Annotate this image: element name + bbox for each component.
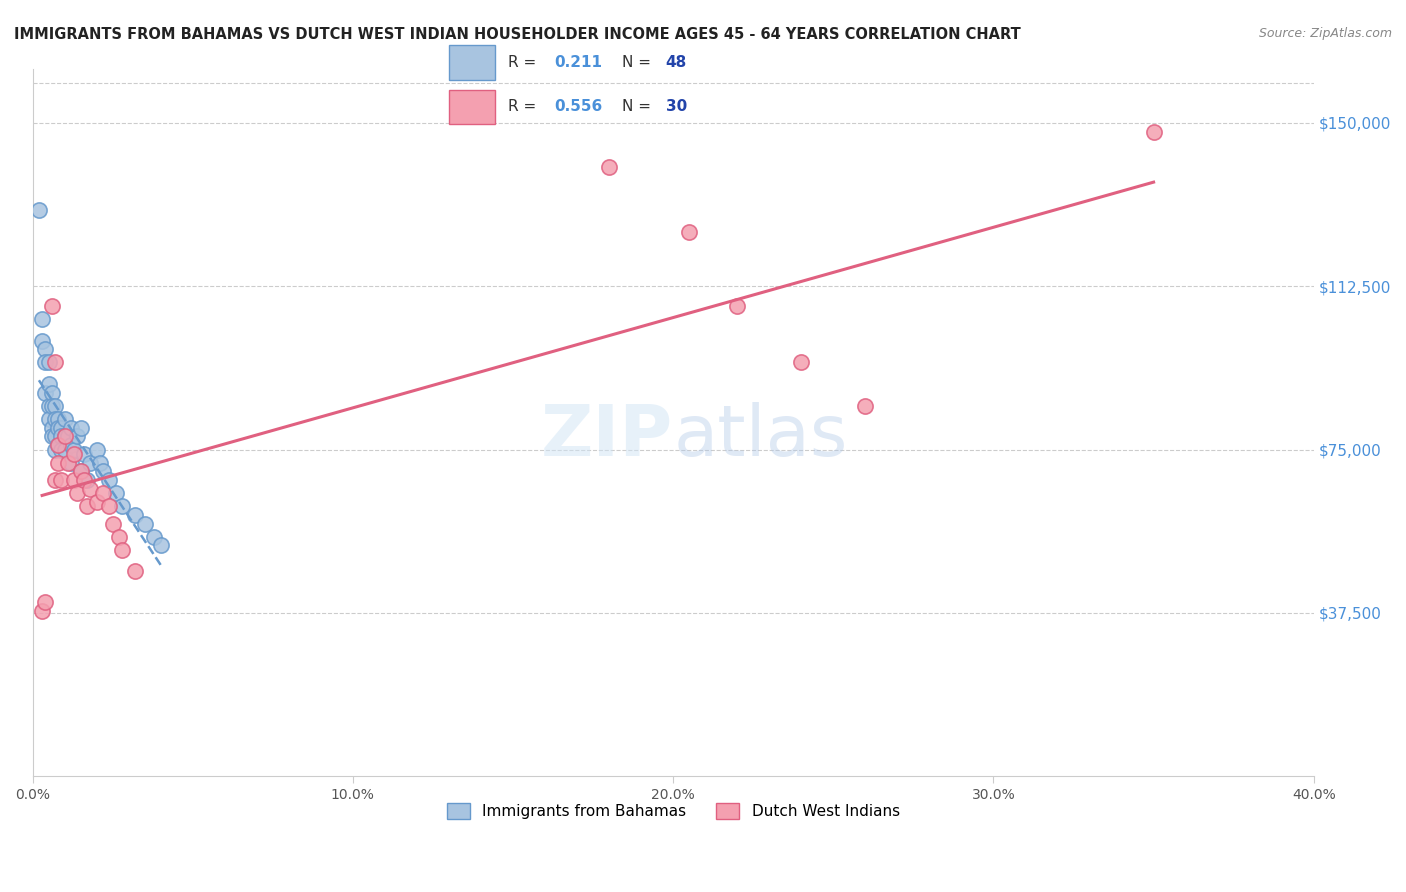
Point xyxy=(69,421,91,435)
Point xyxy=(111,499,134,513)
Point xyxy=(31,334,53,348)
Point xyxy=(89,456,111,470)
Point xyxy=(38,355,60,369)
Point xyxy=(38,399,60,413)
Text: 0.556: 0.556 xyxy=(554,99,603,114)
Point xyxy=(104,486,127,500)
Point xyxy=(31,312,53,326)
Point xyxy=(790,355,813,369)
Point xyxy=(46,438,69,452)
Point xyxy=(34,343,56,357)
Point xyxy=(79,482,101,496)
Point xyxy=(56,429,79,443)
Point xyxy=(76,473,98,487)
Point xyxy=(41,386,63,401)
Point xyxy=(44,355,66,369)
Point xyxy=(124,565,146,579)
Text: 30: 30 xyxy=(665,99,688,114)
Point xyxy=(44,442,66,457)
Point xyxy=(63,447,86,461)
Point xyxy=(44,399,66,413)
Point xyxy=(1142,125,1164,139)
Point xyxy=(69,464,91,478)
Point xyxy=(41,421,63,435)
Point xyxy=(63,442,86,457)
Point xyxy=(111,542,134,557)
Point xyxy=(46,412,69,426)
Point xyxy=(86,495,108,509)
Point xyxy=(108,530,131,544)
Point xyxy=(46,456,69,470)
Text: R =: R = xyxy=(508,54,541,70)
Point xyxy=(853,399,876,413)
Point xyxy=(149,538,172,552)
Point xyxy=(598,160,620,174)
Point xyxy=(41,399,63,413)
Point xyxy=(34,386,56,401)
Point xyxy=(59,421,82,435)
FancyBboxPatch shape xyxy=(449,90,495,124)
Point xyxy=(63,473,86,487)
Point xyxy=(51,429,73,443)
Point xyxy=(51,442,73,457)
Point xyxy=(53,412,76,426)
Point xyxy=(38,412,60,426)
Text: atlas: atlas xyxy=(673,402,848,471)
Point xyxy=(101,516,124,531)
Text: 0.211: 0.211 xyxy=(554,54,602,70)
Point xyxy=(98,473,121,487)
Point xyxy=(134,516,156,531)
Point xyxy=(46,438,69,452)
Point xyxy=(59,438,82,452)
Text: Source: ZipAtlas.com: Source: ZipAtlas.com xyxy=(1258,27,1392,40)
Point xyxy=(98,499,121,513)
Point xyxy=(678,225,700,239)
FancyBboxPatch shape xyxy=(449,45,495,80)
Point xyxy=(28,202,51,217)
Point xyxy=(79,456,101,470)
Point xyxy=(143,530,166,544)
Point xyxy=(69,464,91,478)
Point xyxy=(51,421,73,435)
Text: IMMIGRANTS FROM BAHAMAS VS DUTCH WEST INDIAN HOUSEHOLDER INCOME AGES 45 - 64 YEA: IMMIGRANTS FROM BAHAMAS VS DUTCH WEST IN… xyxy=(14,27,1021,42)
Point xyxy=(73,447,96,461)
Point xyxy=(73,473,96,487)
Point xyxy=(66,429,89,443)
Point xyxy=(44,429,66,443)
Point xyxy=(53,442,76,457)
Text: 48: 48 xyxy=(665,54,688,70)
Point xyxy=(51,473,73,487)
Point xyxy=(34,595,56,609)
Point xyxy=(53,429,76,443)
Text: R =: R = xyxy=(508,99,541,114)
Point xyxy=(34,355,56,369)
Point xyxy=(41,429,63,443)
Text: ZIP: ZIP xyxy=(541,402,673,471)
Point xyxy=(44,412,66,426)
Point xyxy=(59,456,82,470)
Point xyxy=(124,508,146,522)
Legend: Immigrants from Bahamas, Dutch West Indians: Immigrants from Bahamas, Dutch West Indi… xyxy=(440,797,905,825)
Text: N =: N = xyxy=(623,54,657,70)
Point xyxy=(91,486,114,500)
Point xyxy=(46,421,69,435)
Point xyxy=(76,499,98,513)
Point xyxy=(41,299,63,313)
Point xyxy=(53,429,76,443)
Point xyxy=(31,604,53,618)
Point xyxy=(86,442,108,457)
Point xyxy=(66,486,89,500)
Point xyxy=(44,473,66,487)
Text: N =: N = xyxy=(623,99,657,114)
Point xyxy=(725,299,748,313)
Point xyxy=(91,464,114,478)
Point xyxy=(38,377,60,392)
Point xyxy=(56,456,79,470)
